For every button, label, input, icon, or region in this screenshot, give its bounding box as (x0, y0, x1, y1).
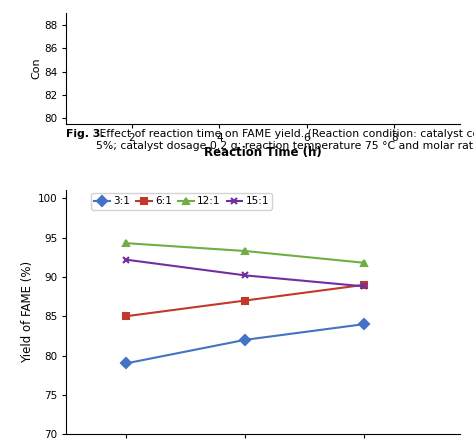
X-axis label: Reaction Time (h): Reaction Time (h) (204, 146, 322, 159)
Y-axis label: Yield of FAME (%): Yield of FAME (%) (20, 261, 34, 363)
Legend: 3:1, 6:1, 12:1, 15:1: 3:1, 6:1, 12:1, 15:1 (91, 193, 272, 210)
Text: Fig. 3.: Fig. 3. (66, 129, 105, 140)
Text: Effect of reaction time on FAME yield. (Reaction condition: catalyst concentrati: Effect of reaction time on FAME yield. (… (96, 129, 474, 151)
Y-axis label: Con: Con (31, 58, 41, 79)
